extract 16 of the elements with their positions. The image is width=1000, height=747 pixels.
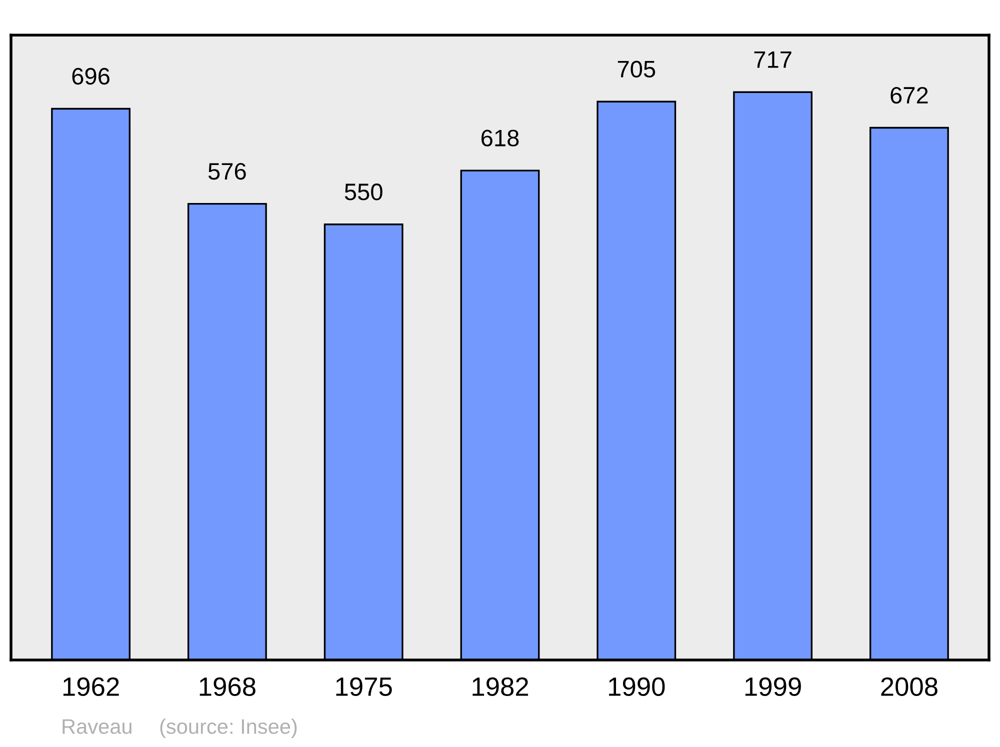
x-tick-label: 1982	[472, 677, 528, 696]
x-tick-label: 1990	[609, 677, 665, 696]
text: Raveau	[62, 719, 132, 734]
data-label: 705	[618, 60, 656, 78]
x-tick-label: 1962	[63, 677, 119, 696]
data-label: 550	[344, 184, 382, 200]
x-tick-label: 1975	[336, 677, 392, 696]
x-tick-label: 2008	[881, 677, 938, 696]
data-label: 618	[482, 130, 519, 146]
x-tick-label: 1968	[200, 677, 256, 696]
text: (source: Insee)	[160, 718, 297, 738]
data-label: 717	[754, 52, 792, 68]
data-label: 696	[72, 68, 110, 85]
x-tick-label: 1999	[745, 677, 801, 696]
data-label: 576	[208, 162, 246, 180]
data-label: 672	[890, 86, 928, 104]
